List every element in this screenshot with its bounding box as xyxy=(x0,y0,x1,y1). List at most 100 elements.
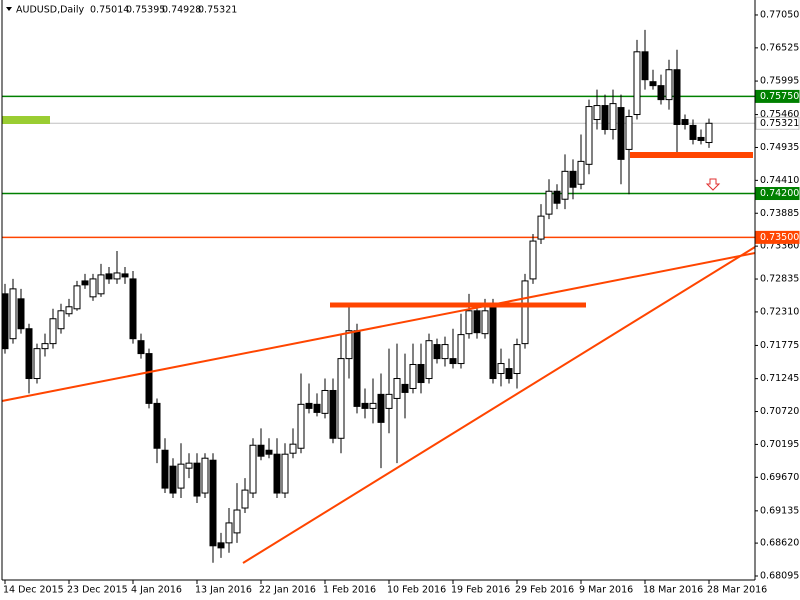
trendline xyxy=(1,252,756,402)
candle-up xyxy=(89,278,97,298)
candle-down xyxy=(217,542,225,549)
candle-up xyxy=(225,522,233,544)
trendline xyxy=(242,246,756,564)
candle-up xyxy=(321,389,329,414)
candle-down xyxy=(489,305,497,380)
y-tick-label: 0.76525 xyxy=(760,42,799,53)
candle-down xyxy=(257,444,265,457)
candle-down xyxy=(689,124,697,140)
candle-up xyxy=(705,122,713,144)
candle-up xyxy=(425,340,433,380)
y-tick-label: 0.75460 xyxy=(760,109,799,120)
candle-up xyxy=(201,457,209,494)
candle-up xyxy=(369,402,377,409)
candle-up xyxy=(297,403,305,449)
candle-up xyxy=(481,310,489,335)
candle-up xyxy=(521,280,529,345)
candle-down xyxy=(17,298,25,330)
candle-down xyxy=(145,353,153,404)
candle-down xyxy=(377,393,385,423)
candle-up xyxy=(233,509,241,534)
candle-up xyxy=(345,330,353,360)
candle-down xyxy=(617,107,625,160)
plot-area xyxy=(1,29,755,563)
candle-down xyxy=(153,402,161,449)
candle-down xyxy=(697,136,705,141)
candle-down xyxy=(657,85,665,101)
y-tick-label: 0.68620 xyxy=(760,538,799,549)
arrow-icon xyxy=(705,178,721,191)
candle-up xyxy=(49,318,57,345)
candle-down xyxy=(673,69,681,125)
candle-down xyxy=(569,170,577,188)
level-label-box xyxy=(755,116,800,130)
x-tick-label: 28 Mar 2016 xyxy=(707,585,767,596)
candle-down xyxy=(1,293,9,350)
x-tick-label: 23 Dec 2015 xyxy=(67,585,128,596)
candle-up xyxy=(113,272,121,280)
y-tick-label: 0.69135 xyxy=(760,505,799,516)
candle-down xyxy=(649,81,657,87)
y-tick-label: 0.68095 xyxy=(760,570,799,581)
header-open: 0.75014 xyxy=(90,5,129,16)
x-tick-label: 14 Dec 2015 xyxy=(3,585,64,596)
candle-up xyxy=(41,343,49,350)
chart-title: AUDUSD,Daily xyxy=(16,5,85,16)
candle-up xyxy=(177,463,185,489)
candle-down xyxy=(353,330,361,407)
candle-up xyxy=(665,69,673,101)
candle-up xyxy=(281,453,289,494)
y-tick-label: 0.72835 xyxy=(760,274,799,285)
candle-down xyxy=(505,368,513,380)
level-label: 0.73500 xyxy=(760,232,799,243)
menu-icon xyxy=(6,7,12,11)
x-tick-label: 10 Feb 2016 xyxy=(387,585,446,596)
candle-down xyxy=(265,449,273,455)
candle-down xyxy=(169,465,177,494)
candle-down xyxy=(161,449,169,489)
candle-up xyxy=(457,334,465,365)
candle-down xyxy=(137,340,145,355)
candle-down xyxy=(401,383,409,393)
x-tick-label: 4 Jan 2016 xyxy=(131,585,182,596)
y-tick-label: 0.74935 xyxy=(760,142,799,153)
candle-down xyxy=(273,453,281,494)
candle-down xyxy=(449,358,457,365)
y-tick-label: 0.77050 xyxy=(760,9,799,20)
candle-up xyxy=(529,240,537,280)
candle-up xyxy=(633,51,641,116)
candle-up xyxy=(249,444,257,494)
candle-down xyxy=(601,105,609,130)
candle-up xyxy=(497,363,505,375)
marker xyxy=(2,116,50,124)
y-tick-label: 0.70720 xyxy=(760,406,799,417)
candle-up xyxy=(393,378,401,399)
candle-up xyxy=(73,285,81,310)
y-tick-label: 0.71245 xyxy=(760,373,799,384)
y-tick-label: 0.75995 xyxy=(760,76,799,87)
candle-up xyxy=(513,344,521,375)
candle-down xyxy=(553,190,561,204)
candle-down xyxy=(305,402,313,409)
candle-down xyxy=(129,278,137,340)
level-label: 0.75750 xyxy=(760,91,799,102)
candle-up xyxy=(593,105,601,121)
candle-up xyxy=(441,344,449,360)
candle-down xyxy=(417,363,425,384)
level-label-box xyxy=(755,230,800,244)
x-tick-label: 9 Mar 2016 xyxy=(579,585,633,596)
candle-up xyxy=(577,160,585,185)
candle-down xyxy=(433,344,441,360)
candle-up xyxy=(609,103,617,130)
candle-up xyxy=(57,310,65,330)
candle-down xyxy=(193,462,201,497)
y-tick-label: 0.70195 xyxy=(760,439,799,450)
candle-up xyxy=(289,443,297,454)
level-label: 0.75321 xyxy=(760,118,799,129)
y-tick-label: 0.72310 xyxy=(760,306,799,317)
candle-down xyxy=(25,328,33,380)
candle-up xyxy=(65,306,73,315)
y-tick-label: 0.71775 xyxy=(760,340,799,351)
candle-up xyxy=(465,310,473,335)
x-tick-label: 18 Mar 2016 xyxy=(643,585,703,596)
